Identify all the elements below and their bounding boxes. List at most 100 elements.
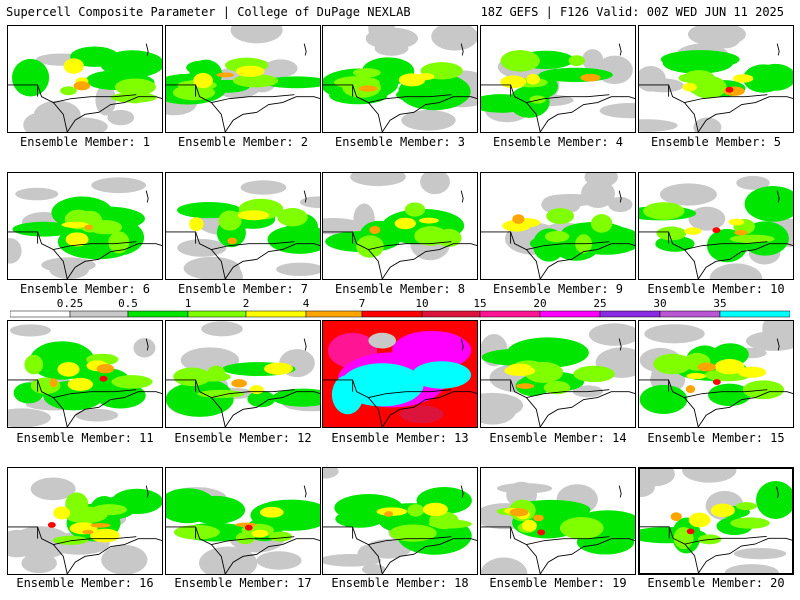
ensemble-member-panel-17[interactable] xyxy=(165,467,321,575)
ensemble-member-panel-7[interactable] xyxy=(165,172,321,280)
boundary-line xyxy=(8,526,68,574)
colorbar-swatch xyxy=(187,310,247,318)
boundary-line xyxy=(539,96,635,132)
ensemble-member-label: Ensemble Member: 13 xyxy=(331,431,469,445)
boundary-line xyxy=(776,43,780,56)
scp-contour xyxy=(352,68,381,78)
colorbar-tick-label: 7 xyxy=(359,297,366,310)
member-map xyxy=(481,323,635,427)
boundary-line xyxy=(481,526,541,574)
scp-contour xyxy=(521,519,537,532)
ensemble-member-label: Ensemble Member: 9 xyxy=(492,282,624,296)
boundary-line xyxy=(352,231,452,250)
scp-contour xyxy=(240,180,287,195)
colorbar-tick-label: 2 xyxy=(243,297,250,310)
scp-contour xyxy=(335,509,384,528)
scp-contour xyxy=(416,73,435,81)
boundary-line xyxy=(145,485,149,498)
scp-contour xyxy=(756,480,792,519)
ensemble-member-panel-13[interactable] xyxy=(322,320,478,428)
boundary-line xyxy=(224,391,320,427)
scp-contour xyxy=(651,469,672,481)
scp-contour xyxy=(172,84,216,101)
ensemble-member-panel-4[interactable] xyxy=(480,25,636,133)
scp-contour xyxy=(729,234,775,244)
member-map xyxy=(639,175,793,279)
scp-contour xyxy=(529,95,546,104)
ensemble-member-panel-3[interactable] xyxy=(322,25,478,133)
scp-contour xyxy=(108,231,130,254)
scp-contour xyxy=(725,86,734,93)
scp-contour xyxy=(235,532,256,545)
scp-contour xyxy=(249,385,264,395)
scp-contour xyxy=(712,227,721,234)
ensemble-member-panel-8[interactable] xyxy=(322,172,478,280)
scp-contour xyxy=(697,362,716,372)
scp-contour xyxy=(733,547,787,560)
scp-contour xyxy=(173,367,211,387)
ensemble-member-panel-9[interactable] xyxy=(480,172,636,280)
scp-contour xyxy=(65,492,89,516)
ensemble-member-label: Ensemble Member: 12 xyxy=(174,431,312,445)
ensemble-member-panel-19[interactable] xyxy=(480,467,636,575)
member-map xyxy=(481,481,635,574)
ensemble-member-panel-16[interactable] xyxy=(7,467,163,575)
scp-contour xyxy=(207,365,226,381)
scp-contour xyxy=(24,354,44,375)
ensemble-member-label: Ensemble Member: 14 xyxy=(489,431,627,445)
member-map xyxy=(166,26,320,132)
scp-contour xyxy=(186,60,217,75)
boundary-line xyxy=(323,379,383,427)
boundary-line xyxy=(8,231,68,279)
member-map xyxy=(8,43,162,132)
scp-contour xyxy=(110,92,157,103)
member-map xyxy=(8,477,162,574)
scp-contour xyxy=(712,379,721,385)
member-map xyxy=(481,173,635,279)
boundary-line xyxy=(668,231,768,250)
boundary-line xyxy=(166,526,226,574)
ensemble-member-panel-1[interactable] xyxy=(7,25,163,133)
ensemble-member-panel-11[interactable] xyxy=(7,320,163,428)
boundary-line xyxy=(776,190,780,203)
ensemble-member-panel-15[interactable] xyxy=(638,320,794,428)
member-map xyxy=(166,321,320,427)
boundary-line xyxy=(37,231,137,250)
ensemble-member-label: Ensemble Member: 4 xyxy=(492,135,624,149)
ensemble-member-panel-12[interactable] xyxy=(165,320,321,428)
scp-contour xyxy=(724,564,779,573)
scp-contour xyxy=(411,361,472,389)
ensemble-member-panel-2[interactable] xyxy=(165,25,321,133)
ensemble-member-panel-18[interactable] xyxy=(322,467,478,575)
scp-contour xyxy=(500,75,527,89)
scp-contour xyxy=(232,74,279,88)
scp-contour xyxy=(323,468,339,479)
boundary-line xyxy=(668,526,767,545)
scp-contour xyxy=(533,514,544,522)
colorbar-swatch xyxy=(69,310,129,318)
scp-contour xyxy=(686,528,695,535)
boundary-line xyxy=(8,84,68,132)
scp-contour xyxy=(235,65,265,77)
scp-contour xyxy=(688,26,746,47)
scp-contour xyxy=(659,183,717,206)
colorbar-tick-label: 4 xyxy=(303,297,310,310)
scp-contour xyxy=(396,86,450,103)
scp-contour xyxy=(714,358,745,375)
scp-contour xyxy=(276,262,320,276)
scp-contour xyxy=(216,72,235,78)
scp-contour xyxy=(331,374,364,415)
scp-contour xyxy=(568,55,585,67)
member-map xyxy=(639,321,793,427)
scp-contour xyxy=(84,224,93,230)
ensemble-member-panel-6[interactable] xyxy=(7,172,163,280)
ensemble-member-panel-20[interactable] xyxy=(638,467,794,575)
scp-contour xyxy=(682,82,697,92)
scp-contour xyxy=(608,196,633,213)
scp-contour xyxy=(91,177,146,194)
ensemble-member-panel-10[interactable] xyxy=(638,172,794,280)
boundary-line xyxy=(303,43,307,56)
scp-contour xyxy=(660,50,740,69)
ensemble-member-panel-14[interactable] xyxy=(480,320,636,428)
ensemble-member-panel-5[interactable] xyxy=(638,25,794,133)
